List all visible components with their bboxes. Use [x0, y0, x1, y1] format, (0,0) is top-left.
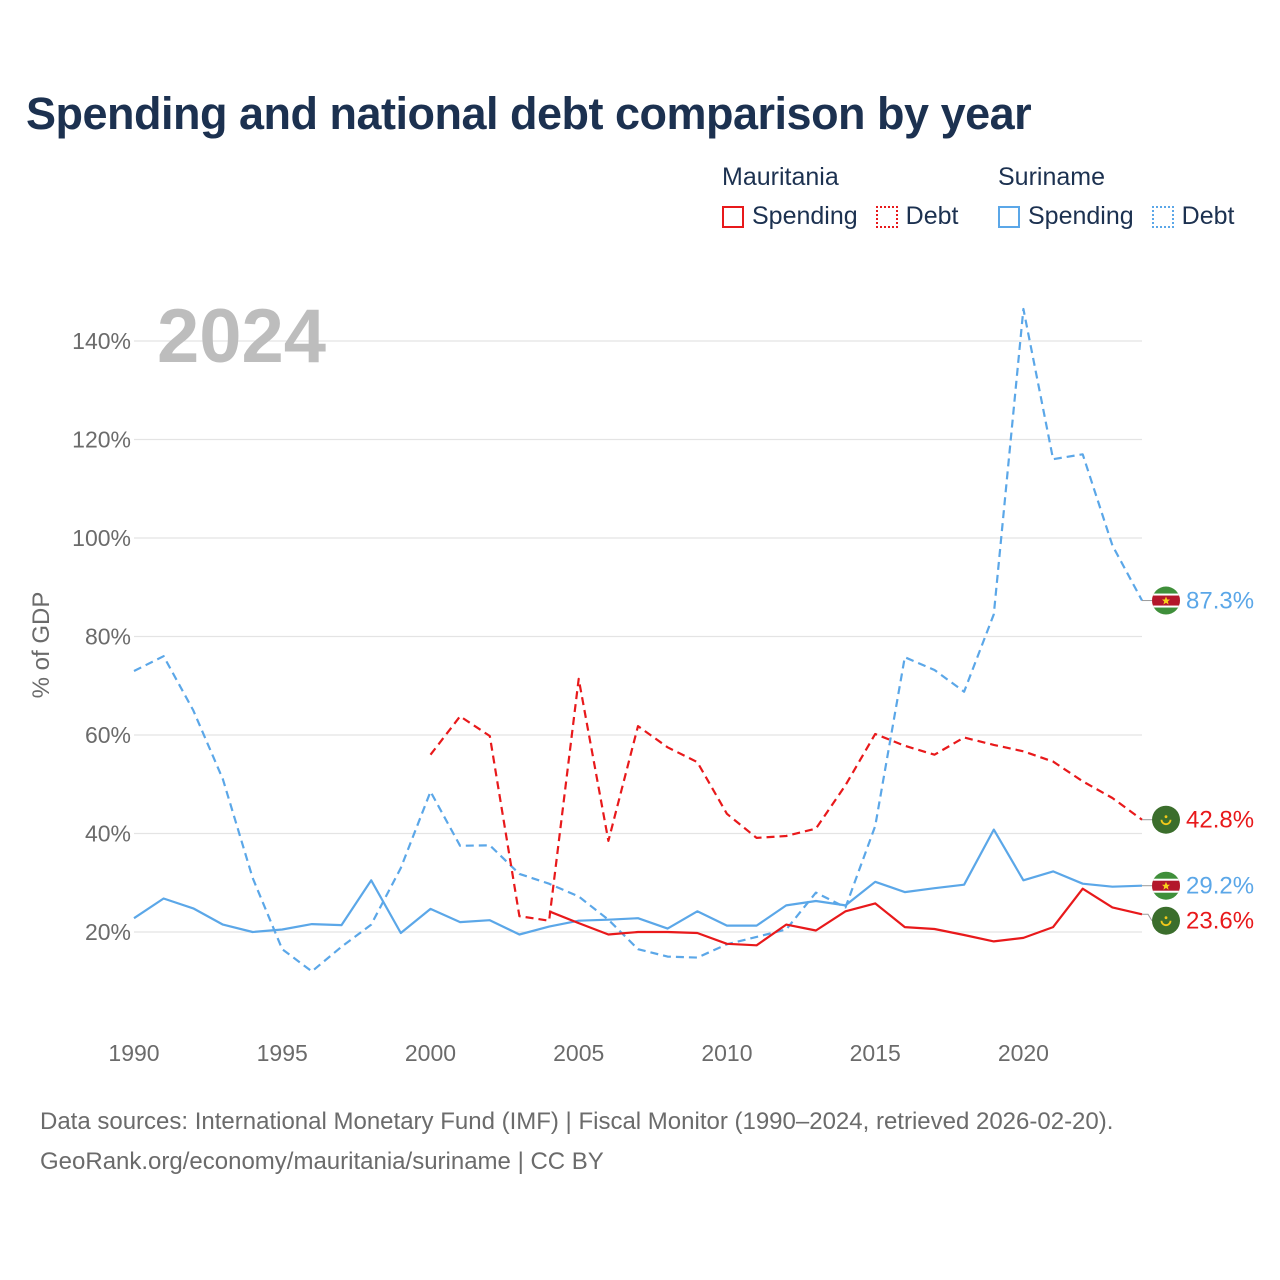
series-line-suriname-spending — [133, 828, 1143, 936]
legend-swatch-dotted-blue — [1151, 205, 1174, 228]
x-tick-label: 2010 — [701, 1040, 752, 1066]
y-tick-label: 40% — [85, 821, 131, 847]
source-line-2[interactable]: GeoRank.org/economy/mauritania/suriname … — [40, 1148, 604, 1175]
end-value-label: 87.3% — [1186, 588, 1254, 615]
legend-mauritania: Mauritania Spending Debt — [722, 160, 958, 231]
x-tick-label: 1995 — [257, 1040, 308, 1066]
suriname-flag-icon — [1152, 586, 1180, 615]
axis-ticks: 20% 40% 60% 80% 100% 120% 140% 1990 1995 2000 2005… — [72, 328, 1049, 1066]
x-tick-label: 1990 — [108, 1040, 159, 1066]
source-line-1: Data sources: International Monetary Fun… — [40, 1108, 1114, 1135]
legend-suriname-spending[interactable]: Spending — [998, 202, 1134, 231]
x-tick-label: 2015 — [850, 1040, 901, 1066]
legend-mauritania-debt[interactable]: Debt — [875, 202, 959, 231]
y-tick-label: 80% — [85, 624, 131, 650]
x-tick-label: 2005 — [553, 1040, 604, 1066]
y-tick-label: 140% — [72, 328, 131, 354]
chart-title: Spending and national debt comparison by… — [26, 88, 1032, 139]
year-watermark: 2024 — [157, 294, 326, 379]
gridlines — [134, 340, 1142, 933]
legend-suriname: Suriname Spending Debt — [998, 160, 1234, 231]
legend-suriname-debt[interactable]: Debt — [1151, 202, 1235, 231]
legend-mauritania-spending-label: Spending — [752, 202, 858, 230]
legend-suriname-debt-label: Debt — [1181, 202, 1235, 230]
series-line-suriname-debt — [133, 307, 1143, 973]
legend-swatch-solid-blue — [998, 205, 1020, 228]
legend-mauritania-debt-label: Debt — [905, 202, 959, 230]
legend-swatch-solid-red — [722, 205, 744, 228]
end-label-connector — [1142, 913, 1153, 921]
y-tick-label: 60% — [85, 722, 131, 748]
end-value-label: 42.8% — [1186, 807, 1254, 834]
y-tick-label: 20% — [85, 919, 131, 945]
legend-swatch-dotted-red — [875, 205, 898, 228]
y-tick-label: 100% — [72, 525, 131, 551]
legend-mauritania-title: Mauritania — [722, 163, 839, 191]
y-tick-label: 120% — [72, 427, 131, 453]
series-line-mauritania-spending — [548, 887, 1143, 947]
end-value-label: 29.2% — [1186, 873, 1254, 900]
end-value-label: 23.6% — [1186, 908, 1254, 935]
x-tick-label: 2000 — [405, 1040, 456, 1066]
suriname-flag-icon — [1152, 871, 1180, 900]
line-chart: 2024 % of GDP 20% 40% 60% 80% 100% 120% 140% 19… — [28, 294, 1254, 1066]
legend-mauritania-spending[interactable]: Spending — [722, 202, 858, 231]
legend-suriname-title: Suriname — [998, 163, 1105, 191]
x-tick-label: 2020 — [998, 1040, 1049, 1066]
series-line-mauritania-debt — [429, 677, 1143, 922]
mauritania-flag-icon — [1152, 906, 1180, 935]
mauritania-flag-icon — [1152, 805, 1180, 834]
y-axis-label: % of GDP — [28, 592, 55, 699]
series-lines — [133, 307, 1143, 973]
end-markers: 87.3% 42.8% 29.2% 23.6% — [1142, 586, 1254, 935]
legend-suriname-spending-label: Spending — [1028, 202, 1134, 230]
